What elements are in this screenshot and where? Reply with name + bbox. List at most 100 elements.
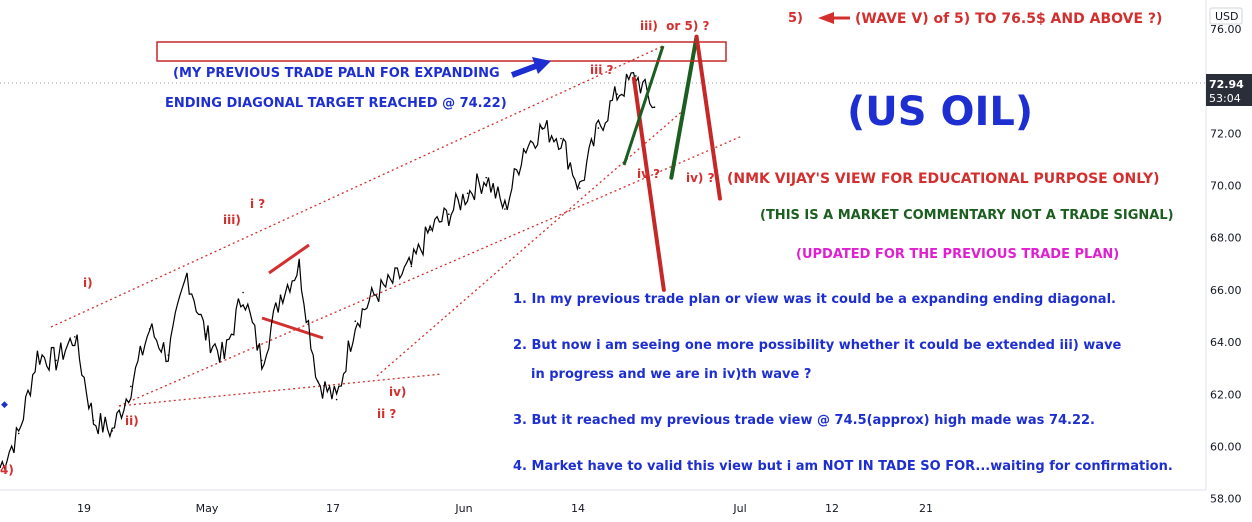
price-point bbox=[223, 356, 226, 359]
price-point bbox=[504, 208, 506, 210]
note-point-1: 1. In my previous trade plan or view was… bbox=[513, 292, 1116, 307]
price-point bbox=[635, 75, 637, 77]
wave-label-iv-paren-question: iv) ? bbox=[686, 171, 715, 185]
y-tick-label: 66.00 bbox=[1210, 284, 1242, 297]
price-point bbox=[0, 466, 1, 469]
currency-badge[interactable] bbox=[1209, 7, 1243, 25]
y-tick-label: 64.00 bbox=[1210, 336, 1242, 349]
price-point bbox=[148, 328, 151, 330]
note-point-4: 4. Market have to valid this view but i … bbox=[513, 459, 1173, 474]
y-tick-label: 72.00 bbox=[1210, 127, 1242, 140]
y-tick-label: 70.00 bbox=[1210, 180, 1242, 193]
y-tick-label: 62.00 bbox=[1210, 388, 1242, 401]
wave-label-iii: iii) bbox=[223, 213, 241, 227]
wave-label-5: 5) bbox=[788, 11, 803, 26]
x-tick-label: Jun bbox=[454, 502, 472, 515]
projection-path bbox=[622, 45, 665, 166]
price-point bbox=[167, 354, 170, 356]
wave-label-iv-question: iv ? bbox=[637, 167, 660, 181]
x-tick-label: 17 bbox=[326, 502, 340, 515]
projection-path bbox=[694, 34, 722, 201]
price-point bbox=[36, 354, 39, 356]
note-point-3: 3. But it reached my previous trade view… bbox=[513, 413, 1095, 428]
wave-label-4: 4) bbox=[0, 463, 14, 477]
price-point bbox=[111, 430, 113, 432]
x-tick-label: 14 bbox=[571, 502, 585, 515]
wave-label-i-question: i ? bbox=[250, 197, 265, 211]
x-tick-label: 12 bbox=[825, 502, 839, 515]
price-point bbox=[448, 213, 450, 216]
wave-label-iii-or-5: iii) or 5) ? bbox=[640, 19, 710, 33]
price-point bbox=[74, 336, 76, 338]
price-point bbox=[410, 265, 413, 268]
updated-line: (UPDATED FOR THE PREVIOUS TRADE PLAN) bbox=[796, 247, 1119, 262]
price-point bbox=[186, 273, 188, 276]
projection-path bbox=[631, 76, 666, 292]
price-point bbox=[17, 432, 20, 435]
dotted-trendline bbox=[376, 107, 687, 377]
dotted-trendline bbox=[118, 373, 443, 407]
price-point bbox=[578, 187, 581, 189]
y-tick-label: 68.00 bbox=[1210, 232, 1242, 245]
commentary-line: (THIS IS A MARKET COMMENTARY NOT A TRADE… bbox=[760, 208, 1174, 223]
price-point bbox=[317, 380, 319, 383]
price-point bbox=[560, 137, 562, 140]
note-point-2b: in progress and we are in iv)th wave ? bbox=[531, 367, 811, 382]
price-point bbox=[373, 294, 375, 296]
projection-paths bbox=[622, 34, 722, 292]
blue-arrow-shaft bbox=[510, 63, 538, 78]
price-point bbox=[92, 419, 95, 422]
last-price-label: 72.94 bbox=[1209, 78, 1244, 91]
wave-v-text: (WAVE V) of 5) TO 76.5$ AND ABOVE ?) bbox=[855, 11, 1162, 27]
price-point bbox=[204, 333, 207, 336]
dotted-trendline bbox=[50, 45, 664, 328]
x-tick-label: 21 bbox=[919, 502, 933, 515]
blue-arrow-icon bbox=[532, 57, 551, 74]
y-tick-label: 60.00 bbox=[1210, 441, 1242, 454]
wave-label-ii: ii) bbox=[125, 414, 139, 428]
price-point bbox=[466, 192, 469, 195]
price-point bbox=[522, 148, 525, 150]
countdown-label: 53:04 bbox=[1209, 92, 1241, 105]
projection-path bbox=[669, 34, 699, 180]
price-point bbox=[485, 176, 488, 179]
currency-label: USD bbox=[1215, 10, 1239, 23]
target-box bbox=[156, 41, 727, 62]
price-point bbox=[298, 265, 301, 268]
price-point bbox=[242, 291, 244, 294]
prev-plan-line-2: ENDING DIAGONAL TARGET REACHED @ 74.22) bbox=[165, 96, 507, 111]
price-point bbox=[335, 398, 338, 401]
red-arrow-icon bbox=[818, 12, 834, 24]
price-point bbox=[279, 294, 282, 296]
price-point bbox=[616, 93, 618, 95]
wave-label-iv: iv) bbox=[389, 385, 406, 399]
price-axis[interactable]: 76.0074.0072.0070.0068.0066.0064.0062.00… bbox=[1205, 0, 1252, 506]
view-line: (NMK VIJAY'S VIEW FOR EDUCATIONAL PURPOS… bbox=[727, 171, 1160, 187]
left-marker-icon: ◆ bbox=[1, 400, 8, 410]
x-tick-labels: 19 May 17 Jun 14 Jul 12 21 bbox=[77, 502, 933, 515]
prev-plan-line-1: (MY PREVIOUS TRADE PALN FOR EXPANDING bbox=[173, 66, 500, 81]
x-tick-label: May bbox=[196, 502, 219, 515]
note-point-2a: 2. But now i am seeing one more possibil… bbox=[513, 338, 1122, 353]
y-tick-label: 76.00 bbox=[1210, 23, 1242, 36]
wave-label-ii-question: ii ? bbox=[377, 407, 396, 421]
last-price-badge bbox=[1206, 74, 1252, 106]
price-point bbox=[130, 385, 132, 388]
x-tick-label: 19 bbox=[77, 502, 91, 515]
price-point bbox=[597, 127, 600, 129]
wave-label-iii-question: iii ? bbox=[590, 63, 614, 77]
price-point bbox=[653, 106, 656, 108]
y-tick-label: 58.00 bbox=[1210, 493, 1242, 506]
price-series bbox=[0, 72, 656, 471]
price-point bbox=[261, 359, 263, 362]
price-point bbox=[541, 127, 544, 129]
time-axis[interactable]: 19 May 17 Jun 14 Jul 12 21 bbox=[0, 489, 1206, 515]
price-point bbox=[429, 229, 431, 231]
price-point bbox=[391, 281, 394, 283]
y-tick-labels: 76.0074.0072.0070.0068.0066.0064.0062.00… bbox=[1210, 23, 1242, 506]
wave-label-i: i) bbox=[83, 276, 93, 290]
price-line bbox=[0, 72, 655, 471]
pattern-line bbox=[268, 243, 310, 275]
